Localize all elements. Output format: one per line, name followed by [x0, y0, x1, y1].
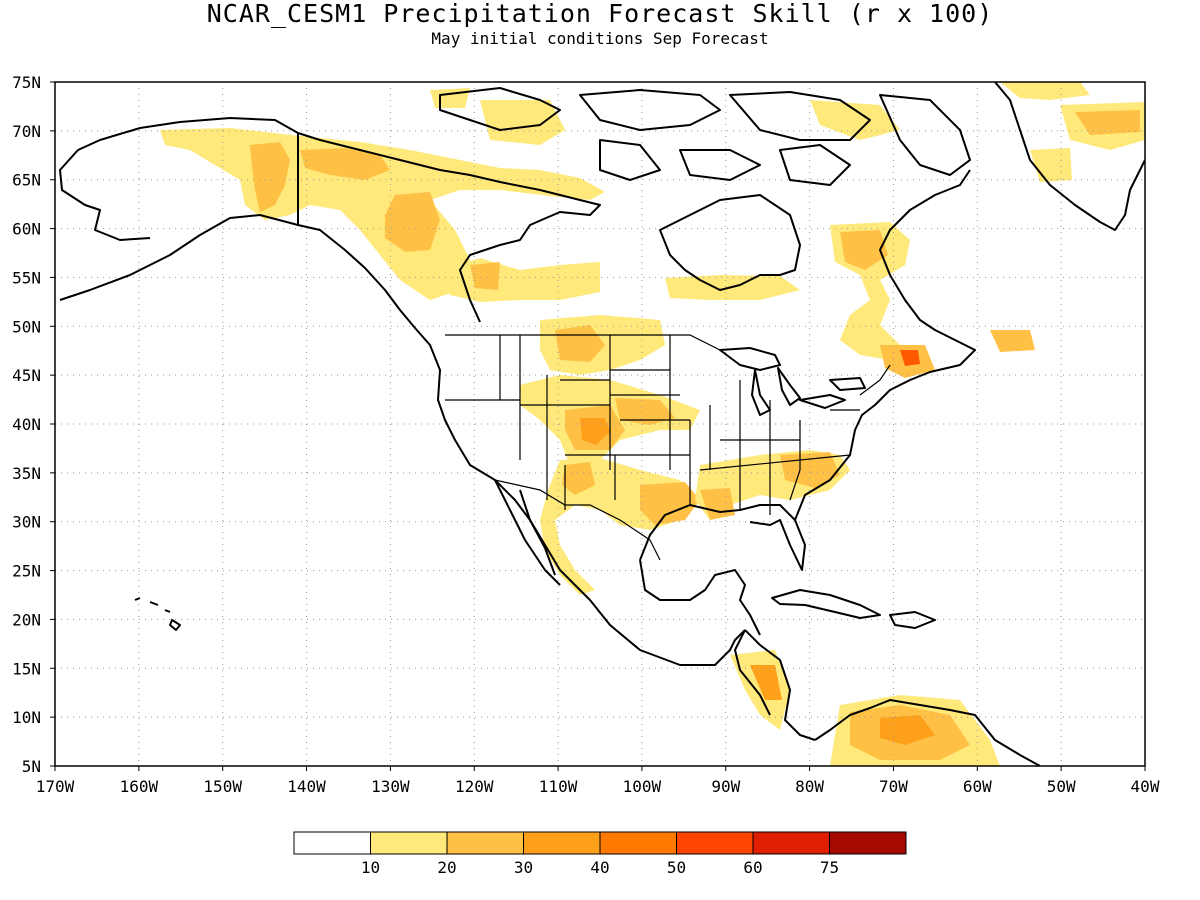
- shade-arctic-1: [480, 100, 565, 145]
- page-subtitle: May initial conditions Sep Forecast: [431, 29, 769, 48]
- lat-tick-label: 40N: [12, 415, 41, 434]
- colorbar-swatch: [752, 831, 830, 855]
- colorbar-swatch: [829, 831, 907, 855]
- shade-alaska-core: [250, 142, 290, 212]
- lat-tick-label: 15N: [12, 659, 41, 678]
- page-title: NCAR_CESM1 Precipitation Forecast Skill …: [206, 0, 994, 28]
- colorbar: 10 20 30 40 50 60 75: [293, 831, 907, 877]
- shade-arctic-2: [810, 100, 900, 140]
- colorbar-label: 60: [743, 858, 762, 877]
- lon-tick-label: 130W: [371, 777, 410, 796]
- shade-bc: [385, 192, 440, 252]
- shade-greenland-w: [1030, 148, 1072, 182]
- lon-tick-label: 50W: [1047, 777, 1076, 796]
- coastlines: [59, 82, 1145, 766]
- shade-nm: [562, 462, 595, 495]
- lon-tick-label: 80W: [795, 777, 824, 796]
- shade-louisiana: [700, 488, 735, 520]
- shade-greenland-n: [1000, 82, 1090, 100]
- coast-alaska-sw: [59, 149, 299, 301]
- lon-tick-label: 160W: [120, 777, 159, 796]
- shade-quebec-core: [840, 230, 888, 270]
- skill-shading: [160, 82, 1145, 766]
- colorbar-swatch: [370, 831, 448, 855]
- coast-hispaniola: [889, 611, 936, 629]
- lon-tick-label: 170W: [36, 777, 75, 796]
- shade-nebraska: [615, 398, 675, 425]
- lon-tick-label: 100W: [623, 777, 662, 796]
- coast-cuba: [771, 589, 881, 619]
- longitude-axis: 170W 160W 150W 140W 130W 120W 110W 100W 90W 80W 70…: [36, 766, 1160, 796]
- lat-tick-label: 10N: [12, 708, 41, 727]
- shade-prairies-core: [470, 262, 500, 290]
- coast-s-america: [814, 699, 1041, 766]
- colorbar-label: 20: [437, 858, 456, 877]
- shade-colorado-core: [580, 418, 610, 445]
- colorbar-swatch: [599, 831, 677, 855]
- lat-tick-label: 20N: [12, 610, 41, 629]
- colorbar-swatch: [676, 831, 754, 855]
- lat-tick-label: 30N: [12, 513, 41, 532]
- lon-tick-label: 150W: [203, 777, 242, 796]
- coast-east: [794, 169, 976, 521]
- lat-tick-label: 35N: [12, 464, 41, 483]
- shade-maritimes-core: [900, 350, 920, 366]
- lon-tick-label: 60W: [963, 777, 992, 796]
- colorbar-swatch: [293, 831, 371, 855]
- grid-lines: [55, 82, 1145, 766]
- border-us-canada: [445, 334, 891, 396]
- coast-great-lakes: [719, 347, 866, 416]
- lat-tick-label: 50N: [12, 317, 41, 336]
- lat-tick-label: 5N: [22, 757, 41, 776]
- lon-tick-label: 120W: [455, 777, 494, 796]
- shade-venezuela: [880, 715, 935, 745]
- lat-tick-label: 75N: [12, 73, 41, 92]
- latitude-axis: 75N 70N 65N 60N 55N 50N 45N 40N 35N 30N 25N 20N 15N 1…: [12, 73, 55, 776]
- lat-tick-label: 45N: [12, 366, 41, 385]
- coast-arctic: [439, 87, 971, 186]
- coast-greenland: [994, 82, 1145, 231]
- lon-tick-label: 70W: [879, 777, 908, 796]
- lat-tick-label: 25N: [12, 562, 41, 581]
- coast-baja: [494, 479, 561, 586]
- colorbar-label: 10: [361, 858, 380, 877]
- shade-nicaragua: [750, 665, 782, 700]
- lat-tick-label: 55N: [12, 268, 41, 287]
- colorbar-label: 75: [820, 858, 839, 877]
- lon-tick-label: 90W: [711, 777, 740, 796]
- colorbar-swatch: [446, 831, 524, 855]
- lon-tick-label: 140W: [287, 777, 326, 796]
- shade-yukon: [300, 148, 390, 180]
- coast-central-am: [734, 629, 816, 741]
- colorbar-label: 50: [667, 858, 686, 877]
- shade-newfoundland: [990, 330, 1035, 352]
- colorbar-label: 40: [590, 858, 609, 877]
- lon-tick-label: 110W: [539, 777, 578, 796]
- state-lines: [445, 335, 860, 515]
- shade-arctic-3: [430, 88, 470, 108]
- shade-greenland-e2: [1075, 110, 1140, 135]
- shade-montana: [555, 325, 605, 362]
- lat-tick-label: 65N: [12, 171, 41, 190]
- colorbar-label: 30: [514, 858, 533, 877]
- coast-gulf: [639, 504, 806, 636]
- border-us-mexico: [494, 479, 661, 561]
- coast-west-na: [77, 117, 746, 666]
- shade-texas: [640, 482, 700, 525]
- lat-tick-label: 60N: [12, 220, 41, 239]
- political-borders: [297, 133, 891, 561]
- lat-tick-label: 70N: [12, 122, 41, 141]
- coast-hawaii: [134, 597, 181, 631]
- lon-tick-label: 40W: [1131, 777, 1160, 796]
- coast-hudson-bay: [659, 194, 801, 291]
- colorbar-swatch: [523, 831, 601, 855]
